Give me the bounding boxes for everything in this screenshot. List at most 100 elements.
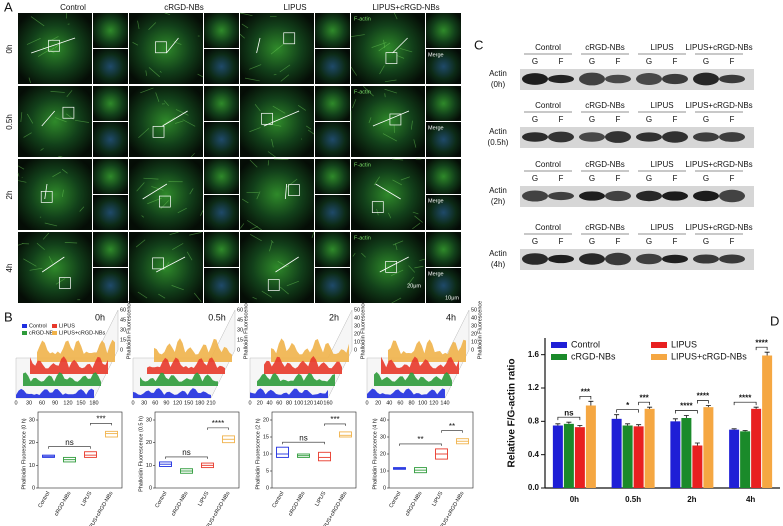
fiber bbox=[40, 148, 44, 151]
inset-actin bbox=[93, 13, 128, 48]
band bbox=[719, 74, 745, 84]
ridge-x-tick: 90 bbox=[52, 400, 58, 406]
legend-swatch bbox=[52, 331, 57, 335]
profile-line bbox=[256, 37, 261, 54]
fiber bbox=[279, 286, 289, 295]
fiber bbox=[384, 88, 397, 94]
bar bbox=[670, 421, 681, 488]
row-label: 0h bbox=[5, 45, 14, 54]
ridge-z-tick: 0 bbox=[354, 347, 357, 353]
inset-merge bbox=[93, 268, 128, 303]
lane-label: F bbox=[673, 174, 678, 183]
fiber bbox=[270, 239, 274, 244]
y-tick-label: 30 bbox=[146, 417, 152, 423]
fiber bbox=[249, 159, 258, 168]
ridge-x-tick: 30 bbox=[26, 400, 32, 406]
fiber bbox=[55, 117, 67, 123]
band bbox=[522, 73, 548, 85]
fiber bbox=[361, 252, 366, 258]
plot-frame bbox=[388, 411, 474, 489]
blot-label: Actin bbox=[489, 69, 507, 78]
y-tick-label: 15 bbox=[263, 434, 269, 440]
ridge-x-tick: 60 bbox=[276, 400, 282, 406]
profile-line bbox=[142, 183, 168, 200]
ridge-z-tick: 15 bbox=[120, 337, 126, 343]
inset-actin bbox=[426, 159, 461, 194]
blot-label: Actin bbox=[489, 127, 507, 136]
band bbox=[636, 253, 662, 265]
x-tick-label: cRGD-NBs bbox=[405, 491, 424, 518]
lane-label: G bbox=[532, 57, 538, 66]
sig-label: **** bbox=[680, 402, 693, 411]
blot-header: LIPUS+cRGD-NBs bbox=[685, 223, 752, 232]
fiber bbox=[135, 239, 146, 248]
band bbox=[579, 253, 605, 265]
fiber bbox=[17, 180, 27, 183]
lane-label: F bbox=[559, 57, 564, 66]
error-bar bbox=[577, 425, 583, 428]
box bbox=[84, 451, 97, 458]
ridge-z-tick: 15 bbox=[237, 337, 243, 343]
legend-label: Control bbox=[29, 323, 47, 329]
box bbox=[105, 430, 118, 438]
roi-box bbox=[283, 32, 296, 45]
fiber bbox=[241, 23, 249, 29]
fiber bbox=[352, 99, 357, 109]
fiber bbox=[396, 55, 405, 59]
inset-merge bbox=[93, 49, 128, 84]
bar bbox=[633, 426, 644, 488]
lane-label: F bbox=[559, 115, 564, 124]
x-tick-label: 0.5h bbox=[625, 495, 641, 504]
x-tick-label: cRGD-NBs bbox=[54, 491, 73, 518]
ridge bbox=[140, 372, 218, 386]
fiber bbox=[413, 139, 417, 148]
profile-line bbox=[162, 110, 188, 127]
band bbox=[605, 252, 631, 266]
profile-line bbox=[379, 256, 409, 273]
sig-label: ns bbox=[65, 438, 73, 447]
y-tick-label: 20 bbox=[29, 440, 35, 446]
ridge-x-tick: 120 bbox=[304, 400, 313, 406]
sig-bracket bbox=[616, 409, 639, 413]
fiber bbox=[47, 36, 59, 43]
inset-actin bbox=[204, 86, 239, 121]
column-header: cRGD-NBs bbox=[164, 3, 204, 12]
profile-line bbox=[166, 37, 179, 54]
lane-label: F bbox=[616, 115, 621, 124]
fiber bbox=[61, 168, 68, 174]
sig-label: ns bbox=[299, 433, 307, 442]
y-tick-label: 10 bbox=[263, 451, 269, 457]
x-tick-label: LIPUS bbox=[197, 490, 210, 507]
chart-title: 2h bbox=[329, 312, 339, 322]
lane-label: G bbox=[703, 237, 709, 246]
y-tick-label: 0.4 bbox=[528, 450, 540, 459]
band bbox=[548, 191, 574, 201]
ridge-x-tick: 180 bbox=[195, 400, 204, 406]
y-tick-label: 0.8 bbox=[528, 416, 540, 425]
micrograph bbox=[18, 159, 92, 230]
fiber bbox=[250, 234, 262, 242]
x-tick-label: LIPUS bbox=[431, 490, 444, 507]
y-tick-label: 0.0 bbox=[528, 483, 540, 492]
lane-label: G bbox=[532, 174, 538, 183]
fiber bbox=[17, 165, 25, 170]
band bbox=[605, 74, 631, 84]
sig-bracket bbox=[755, 346, 768, 351]
lane-label: F bbox=[673, 115, 678, 124]
blot-header: Control bbox=[535, 101, 561, 110]
y-axis-label: Phalloidin Fluorescence (4 h) bbox=[372, 418, 378, 489]
roi-box bbox=[288, 184, 300, 196]
lane-label: G bbox=[589, 115, 595, 124]
fiber bbox=[137, 291, 148, 299]
column-header: Control bbox=[60, 3, 86, 12]
bar bbox=[740, 431, 751, 488]
band bbox=[662, 254, 688, 264]
lane-label: G bbox=[589, 57, 595, 66]
ridge-x-tick: 0 bbox=[248, 400, 251, 406]
fiber bbox=[247, 220, 262, 231]
fiber bbox=[379, 65, 385, 75]
lane-label: F bbox=[673, 57, 678, 66]
error-bar bbox=[705, 405, 711, 408]
inset-merge bbox=[426, 49, 461, 84]
ridge bbox=[147, 357, 225, 374]
